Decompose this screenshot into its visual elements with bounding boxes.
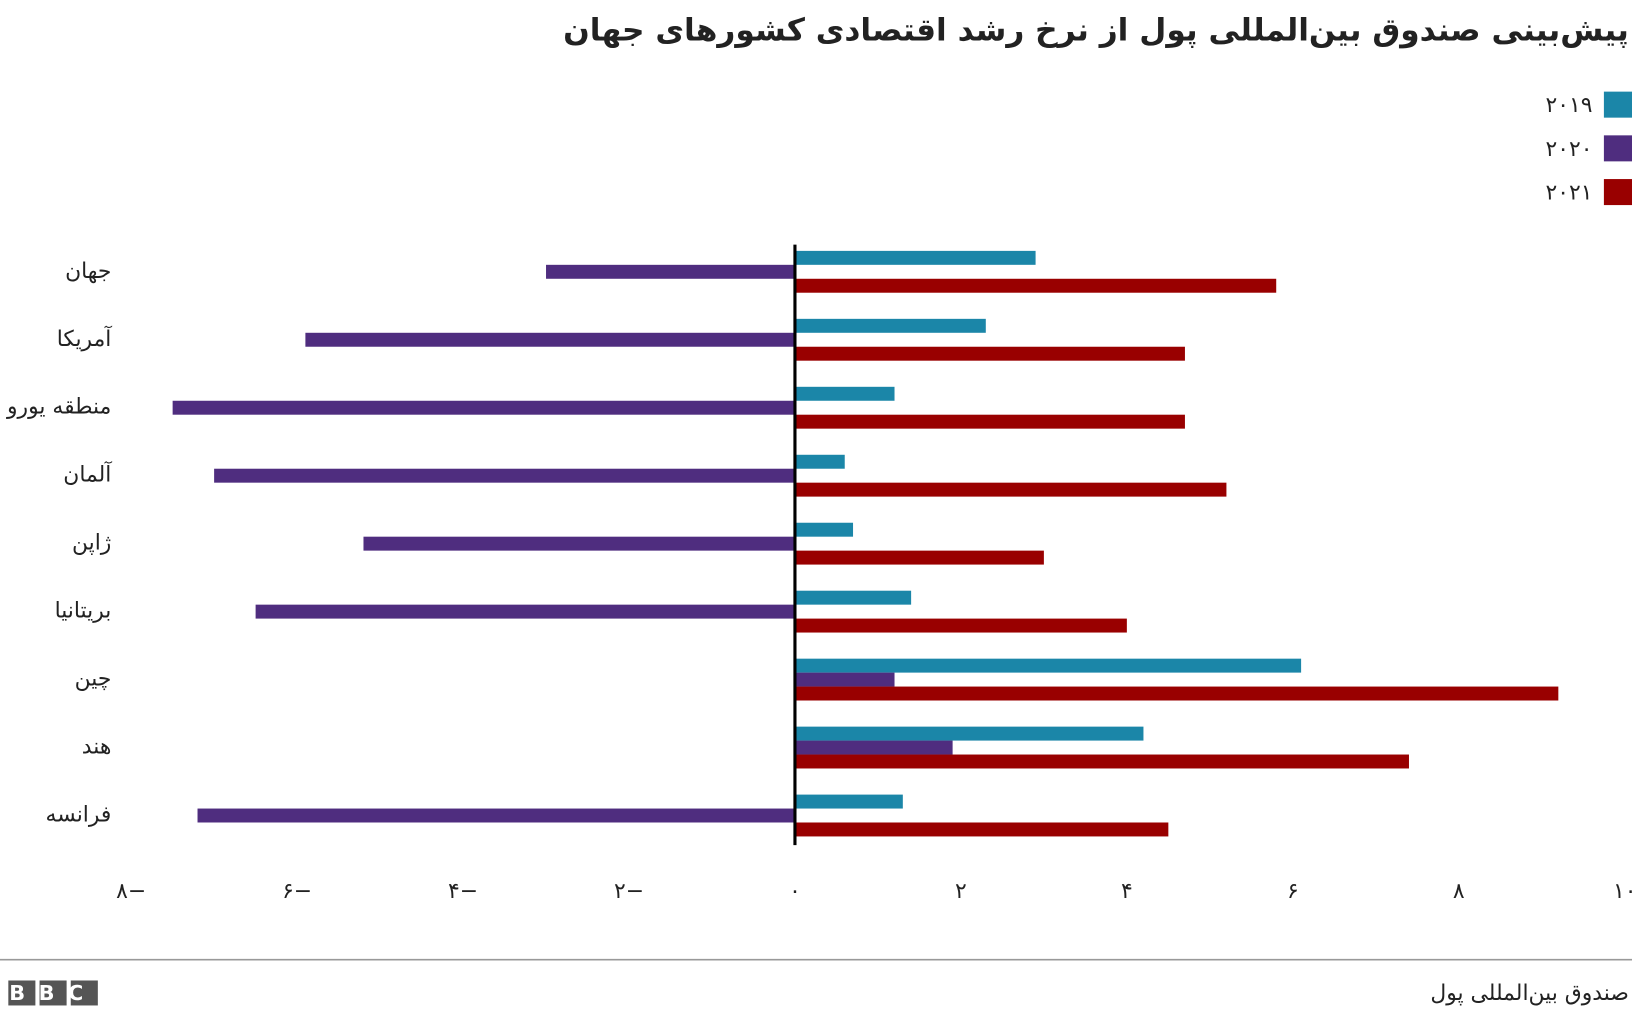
bar	[794, 618, 1127, 633]
x-tick-label: ۸	[1453, 879, 1465, 904]
brand-logo	[8, 980, 98, 1006]
bar	[214, 468, 795, 483]
bar	[794, 318, 986, 333]
bar	[794, 726, 1144, 741]
y-tick-label: فرانسه	[46, 803, 112, 828]
legend-label: ۲۰۲۰	[1546, 137, 1593, 162]
bar	[794, 454, 845, 469]
y-tick-label: چین	[75, 667, 112, 692]
bar	[794, 278, 1277, 293]
bar	[794, 414, 1185, 429]
legend-label: ۲۰۲۱	[1546, 181, 1593, 206]
chart-title: پیش‌بینی صندوق بین‌المللی پول از نرخ رشد…	[563, 12, 1629, 48]
bar	[794, 550, 1044, 565]
bar	[794, 754, 1409, 769]
legend-swatch	[1603, 179, 1632, 206]
bar	[794, 740, 953, 755]
bar	[305, 332, 795, 347]
y-tick-label: منطقه یورو	[6, 395, 111, 420]
bar	[794, 250, 1036, 265]
x-tick-label: ۲−	[614, 879, 644, 904]
bar	[794, 794, 903, 809]
legend-label: ۲۰۱۹	[1546, 93, 1593, 118]
bar	[794, 482, 1227, 497]
x-tick-label: ۲	[955, 879, 967, 904]
brand-text: BBC	[9, 981, 97, 1005]
x-tick-label: ۰	[789, 879, 801, 904]
bar	[794, 522, 854, 537]
x-tick-label: ۴−	[448, 879, 478, 904]
x-tick-label: ۶	[1287, 879, 1299, 904]
bar	[794, 672, 895, 687]
bar	[794, 658, 1302, 673]
x-tick-label: ۴	[1121, 879, 1133, 904]
bar	[794, 590, 912, 605]
bar	[794, 822, 1169, 837]
bar	[794, 346, 1185, 361]
x-tick-label: ۸−	[116, 879, 146, 904]
bar	[172, 400, 795, 415]
bar	[794, 386, 895, 401]
bar	[794, 686, 1559, 701]
y-tick-label: آلمان	[63, 461, 112, 488]
bar	[363, 536, 795, 551]
y-tick-label: بریتانیا	[55, 599, 112, 624]
legend-swatch	[1603, 135, 1632, 162]
x-tick-label: ۱۰	[1613, 879, 1632, 904]
y-tick-label: جهان	[65, 259, 111, 284]
x-tick-label: ۶−	[282, 879, 312, 904]
source: صندوق بین‌المللی پول	[1430, 981, 1629, 1006]
bar	[197, 808, 795, 823]
bar	[255, 604, 795, 619]
y-tick-label: آمریکا	[57, 325, 113, 352]
y-tick-label: ژاپن	[72, 531, 111, 556]
y-tick-label: هند	[82, 735, 112, 760]
bar	[546, 264, 795, 279]
legend-swatch	[1603, 91, 1632, 118]
